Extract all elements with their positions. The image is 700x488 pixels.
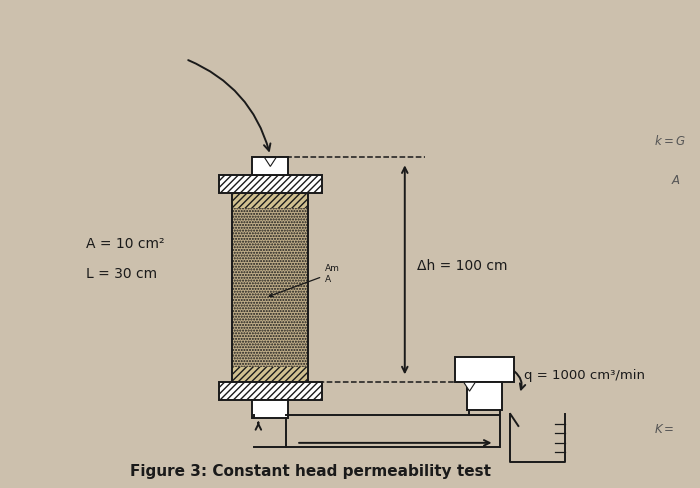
Text: $K =$: $K =$ bbox=[654, 422, 674, 435]
Text: Figure 3: Constant head permeability test: Figure 3: Constant head permeability tes… bbox=[130, 463, 491, 478]
Bar bbox=[218, 383, 322, 400]
Text: $k = G$: $k = G$ bbox=[654, 133, 685, 147]
Text: q = 1000 cm³/min: q = 1000 cm³/min bbox=[524, 368, 645, 381]
Bar bbox=[232, 209, 308, 383]
Bar bbox=[218, 176, 322, 194]
Polygon shape bbox=[463, 383, 475, 391]
Text: Δh = 100 cm: Δh = 100 cm bbox=[416, 258, 508, 272]
Text: $A$: $A$ bbox=[671, 174, 680, 187]
Bar bbox=[232, 194, 308, 209]
Bar bbox=[253, 400, 288, 418]
Bar bbox=[454, 358, 514, 383]
Text: Am
A: Am A bbox=[270, 264, 340, 297]
Text: A = 10 cm²: A = 10 cm² bbox=[86, 237, 164, 250]
Bar bbox=[232, 367, 308, 383]
Bar bbox=[253, 158, 288, 176]
Bar bbox=[232, 194, 308, 383]
Polygon shape bbox=[265, 158, 276, 167]
Bar bbox=[466, 383, 503, 410]
Bar bbox=[218, 383, 322, 400]
Text: L = 30 cm: L = 30 cm bbox=[86, 266, 158, 280]
Bar bbox=[218, 176, 322, 194]
